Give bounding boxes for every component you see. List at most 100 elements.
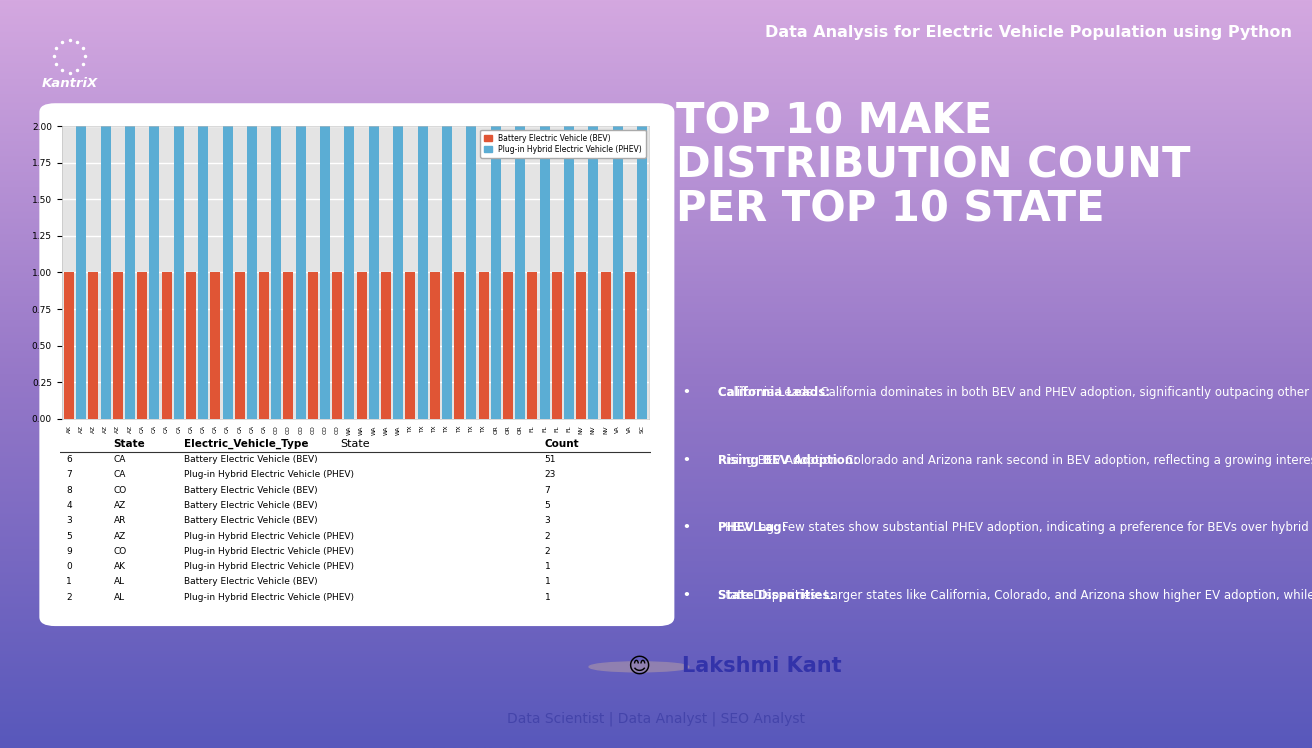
Text: Battery Electric Vehicle (BEV): Battery Electric Vehicle (BEV) bbox=[184, 577, 318, 586]
Bar bbox=[588, 126, 598, 419]
Text: Plug-in Hybrid Electric Vehicle (PHEV): Plug-in Hybrid Electric Vehicle (PHEV) bbox=[184, 592, 354, 601]
Bar bbox=[173, 126, 184, 419]
Bar bbox=[539, 126, 550, 419]
Bar bbox=[394, 126, 403, 419]
Bar bbox=[210, 272, 220, 419]
Text: AK: AK bbox=[114, 562, 126, 571]
Text: Plug-in Hybrid Electric Vehicle (PHEV): Plug-in Hybrid Electric Vehicle (PHEV) bbox=[184, 470, 354, 479]
Bar bbox=[442, 126, 453, 419]
Text: 9: 9 bbox=[66, 547, 72, 556]
Text: AZ: AZ bbox=[114, 501, 126, 510]
Text: 2: 2 bbox=[544, 547, 550, 556]
Text: AR: AR bbox=[114, 516, 126, 525]
Bar bbox=[638, 126, 647, 419]
Bar bbox=[516, 126, 525, 419]
Text: Lakshmi Kant: Lakshmi Kant bbox=[682, 655, 842, 675]
Bar bbox=[150, 126, 159, 419]
Bar bbox=[454, 272, 464, 419]
Text: Plug-in Hybrid Electric Vehicle (PHEV): Plug-in Hybrid Electric Vehicle (PHEV) bbox=[184, 532, 354, 541]
Text: TOP 10 MAKE
DISTRIBUTION COUNT
PER TOP 10 STATE: TOP 10 MAKE DISTRIBUTION COUNT PER TOP 1… bbox=[676, 101, 1190, 230]
Bar bbox=[405, 272, 416, 419]
Bar bbox=[502, 272, 513, 419]
Bar bbox=[223, 126, 232, 419]
Text: 0: 0 bbox=[66, 562, 72, 571]
Text: State Disparities:: State Disparities: bbox=[719, 589, 834, 602]
Text: AZ: AZ bbox=[114, 532, 126, 541]
Bar bbox=[491, 126, 501, 419]
Bar bbox=[258, 272, 269, 419]
Text: 😊: 😊 bbox=[627, 657, 651, 677]
Bar bbox=[466, 126, 476, 419]
FancyBboxPatch shape bbox=[39, 103, 674, 626]
Text: CA: CA bbox=[114, 470, 126, 479]
Bar bbox=[576, 272, 586, 419]
Bar bbox=[0, 0, 1312, 86]
Bar bbox=[417, 126, 428, 419]
Bar bbox=[564, 126, 573, 419]
Text: 1: 1 bbox=[544, 577, 550, 586]
Text: 23: 23 bbox=[544, 470, 556, 479]
Text: Battery Electric Vehicle (BEV): Battery Electric Vehicle (BEV) bbox=[184, 485, 318, 494]
Bar bbox=[552, 272, 562, 419]
Bar bbox=[76, 126, 87, 419]
Text: AL: AL bbox=[114, 592, 125, 601]
Text: •: • bbox=[682, 386, 690, 399]
Bar bbox=[247, 126, 257, 419]
Bar bbox=[380, 272, 391, 419]
Bar bbox=[613, 126, 623, 419]
Bar bbox=[64, 272, 73, 419]
Bar bbox=[138, 272, 147, 419]
Text: CA: CA bbox=[114, 456, 126, 465]
Text: Plug-in Hybrid Electric Vehicle (PHEV): Plug-in Hybrid Electric Vehicle (PHEV) bbox=[184, 562, 354, 571]
Text: Count: Count bbox=[544, 439, 579, 449]
Text: 7: 7 bbox=[544, 485, 550, 494]
Bar bbox=[125, 126, 135, 419]
Bar bbox=[625, 272, 635, 419]
Text: 51: 51 bbox=[544, 456, 556, 465]
Legend: Battery Electric Vehicle (BEV), Plug-in Hybrid Electric Vehicle (PHEV): Battery Electric Vehicle (BEV), Plug-in … bbox=[480, 130, 646, 158]
Text: Plug-in Hybrid Electric Vehicle (PHEV): Plug-in Hybrid Electric Vehicle (PHEV) bbox=[184, 547, 354, 556]
Text: Battery Electric Vehicle (BEV): Battery Electric Vehicle (BEV) bbox=[184, 501, 318, 510]
Bar bbox=[88, 272, 98, 419]
Text: 2: 2 bbox=[66, 592, 72, 601]
Text: 4: 4 bbox=[66, 501, 72, 510]
Text: CO: CO bbox=[114, 547, 127, 556]
Text: California Leads: California dominates in both BEV and PHEV adoption, significan: California Leads: California dominates i… bbox=[719, 386, 1312, 399]
Text: Rising BEV Adoption: Colorado and Arizona rank second in BEV adoption, reflectin: Rising BEV Adoption: Colorado and Arizon… bbox=[719, 455, 1312, 468]
Text: PHEV Lag: Few states show substantial PHEV adoption, indicating a preference for: PHEV Lag: Few states show substantial PH… bbox=[719, 521, 1312, 533]
Text: 1: 1 bbox=[66, 577, 72, 586]
Text: Rising BEV Adoption:: Rising BEV Adoption: bbox=[719, 455, 858, 468]
X-axis label: State: State bbox=[341, 438, 370, 449]
Bar bbox=[357, 272, 366, 419]
Text: 7: 7 bbox=[66, 470, 72, 479]
Bar bbox=[198, 126, 209, 419]
Text: 1: 1 bbox=[544, 592, 550, 601]
Text: 6: 6 bbox=[66, 456, 72, 465]
Text: 2: 2 bbox=[544, 532, 550, 541]
Text: CO: CO bbox=[114, 485, 127, 494]
Text: 3: 3 bbox=[544, 516, 550, 525]
Text: 1: 1 bbox=[544, 562, 550, 571]
Text: KantriX: KantriX bbox=[42, 77, 97, 90]
Bar bbox=[272, 126, 281, 419]
Bar bbox=[369, 126, 379, 419]
Text: California Leads:: California Leads: bbox=[719, 386, 830, 399]
Bar bbox=[308, 272, 318, 419]
Text: 5: 5 bbox=[66, 532, 72, 541]
Bar bbox=[601, 272, 610, 419]
Bar bbox=[430, 272, 440, 419]
Bar bbox=[320, 126, 331, 419]
Circle shape bbox=[589, 662, 689, 672]
Text: State: State bbox=[114, 439, 146, 449]
Bar bbox=[113, 272, 123, 419]
Text: Electric_Vehicle_Type: Electric_Vehicle_Type bbox=[184, 439, 308, 449]
Bar bbox=[101, 126, 110, 419]
Text: •: • bbox=[682, 589, 690, 602]
Bar bbox=[161, 272, 172, 419]
Text: PHEV Lag:: PHEV Lag: bbox=[719, 521, 787, 533]
Bar bbox=[295, 126, 306, 419]
Text: Data Scientist | Data Analyst | SEO Analyst: Data Scientist | Data Analyst | SEO Anal… bbox=[506, 712, 806, 726]
Bar bbox=[283, 272, 294, 419]
Bar bbox=[345, 126, 354, 419]
Text: 5: 5 bbox=[544, 501, 550, 510]
